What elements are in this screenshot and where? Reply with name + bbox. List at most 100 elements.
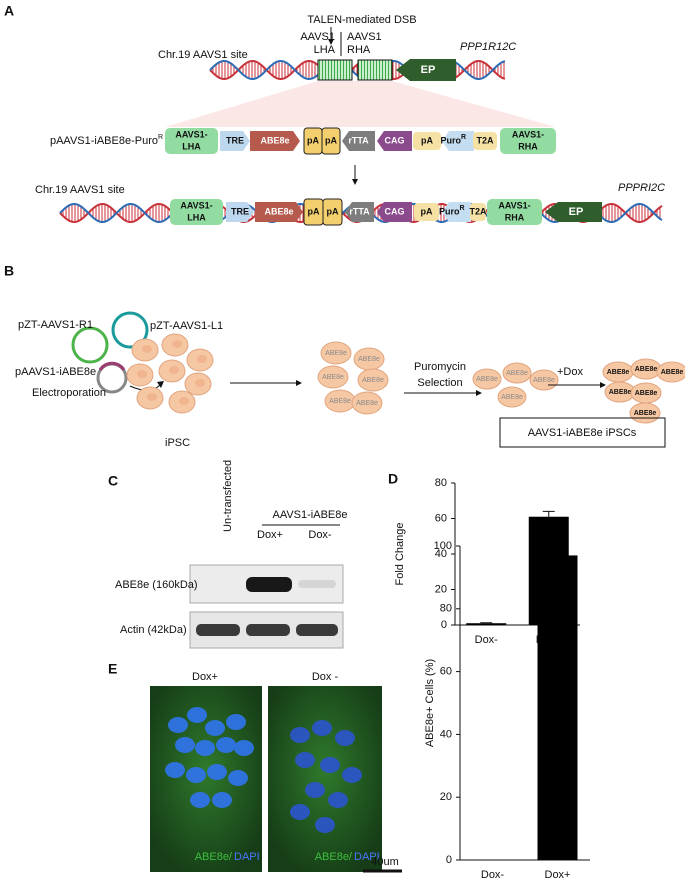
element-label: AAVS1- bbox=[512, 129, 544, 139]
plasmid-label: pZT-AAVS1-R1 bbox=[18, 319, 93, 331]
band bbox=[296, 624, 338, 636]
nucleus bbox=[312, 720, 332, 736]
cell-label: ABE8e bbox=[325, 350, 347, 357]
element-label: CAG bbox=[385, 206, 405, 216]
cell-label: ABE8e bbox=[356, 400, 378, 407]
nucleus bbox=[328, 792, 348, 808]
cell-type-label: iPSC bbox=[165, 437, 190, 449]
element bbox=[342, 131, 375, 151]
element-label: pA bbox=[421, 206, 433, 216]
element-label: AAVS1- bbox=[175, 129, 207, 139]
ep-arrow bbox=[396, 59, 456, 81]
cell bbox=[497, 386, 527, 408]
condition-label: Dox+ bbox=[192, 671, 218, 683]
lha-bottom: LHA bbox=[314, 44, 336, 56]
construct-name: pAAVS1-iABE8e-Puro bbox=[50, 135, 158, 147]
element-label: RHA bbox=[518, 141, 538, 151]
stain-label: DAPI bbox=[234, 851, 260, 863]
y-tick-label: 20 bbox=[440, 791, 452, 803]
result-label: AAVS1-iABE8e iPSCs bbox=[528, 427, 637, 439]
nucleus bbox=[216, 737, 236, 753]
nucleus bbox=[295, 752, 315, 768]
element bbox=[414, 203, 439, 221]
if-image bbox=[268, 686, 382, 872]
cell-label: ABE8e bbox=[476, 376, 498, 383]
element-label: Puro bbox=[439, 206, 460, 216]
stain-label: ABE8e/ bbox=[195, 851, 233, 863]
step-arrow-head bbox=[352, 179, 358, 185]
nucleus bbox=[342, 767, 362, 783]
y-tick-label: 40 bbox=[440, 728, 452, 740]
nucleus bbox=[290, 804, 310, 820]
nucleus bbox=[137, 370, 147, 378]
y-axis-label: ABE8e+ Cells (%) bbox=[424, 659, 436, 747]
panel-letter: C bbox=[108, 473, 118, 489]
step-label: +Dox bbox=[557, 366, 583, 378]
cell bbox=[357, 368, 389, 392]
cell-label: ABE8e bbox=[506, 370, 528, 377]
element-label: AAVS1- bbox=[498, 200, 530, 210]
element-label: pA bbox=[327, 206, 339, 216]
rha-bottom: RHA bbox=[347, 44, 371, 56]
element-label: T2A bbox=[469, 206, 487, 216]
lane-label: Un-transfected bbox=[222, 460, 234, 532]
polya bbox=[322, 198, 343, 226]
element bbox=[442, 202, 471, 222]
nucleus bbox=[335, 730, 355, 746]
nucleus bbox=[187, 707, 207, 723]
arrow-head bbox=[600, 382, 606, 388]
cell-label: ABE8e bbox=[329, 398, 351, 405]
element-sup: R bbox=[461, 134, 466, 141]
plasmid bbox=[71, 326, 109, 364]
method-label: Electroporation bbox=[32, 387, 106, 399]
y-tick-label: 100 bbox=[434, 540, 452, 552]
ep-label: EP bbox=[421, 64, 436, 76]
panel-letter: A bbox=[4, 3, 14, 19]
cell-label: ABE8e bbox=[661, 369, 684, 376]
cell-label: ABE8e bbox=[634, 410, 657, 417]
cell-label: ABE8e bbox=[635, 366, 658, 373]
nucleus bbox=[234, 740, 254, 756]
y-tick-label: 60 bbox=[435, 512, 447, 524]
cell bbox=[351, 391, 383, 415]
cell-label: ABE8e bbox=[607, 369, 630, 376]
nucleus bbox=[195, 379, 205, 387]
nucleus bbox=[320, 757, 340, 773]
element bbox=[442, 131, 474, 151]
nucleus bbox=[169, 366, 179, 374]
cell bbox=[656, 361, 685, 383]
nucleus bbox=[212, 792, 232, 808]
element bbox=[220, 131, 250, 151]
element bbox=[345, 202, 374, 222]
site-label: Chr.19 AAVS1 site bbox=[158, 49, 248, 61]
element bbox=[226, 202, 254, 222]
lane-label: Dox- bbox=[308, 529, 332, 541]
homology-arm bbox=[165, 128, 218, 154]
blot-label: ABE8e (160kDa) bbox=[115, 579, 198, 591]
band bbox=[298, 580, 336, 588]
nucleus bbox=[190, 792, 210, 808]
y-tick-label: 0 bbox=[446, 854, 452, 866]
lane-label: Dox+ bbox=[257, 529, 283, 541]
cell bbox=[472, 368, 502, 390]
band bbox=[196, 624, 240, 636]
nucleus bbox=[197, 355, 207, 363]
panel-letter: B bbox=[4, 263, 14, 279]
element-sup: R bbox=[460, 205, 465, 212]
nucleus bbox=[172, 340, 182, 348]
y-tick-label: 20 bbox=[435, 583, 447, 595]
cell-label: ABE8e bbox=[358, 356, 380, 363]
plasmid-label: pAAVS1-iABE8e bbox=[15, 366, 96, 378]
cell bbox=[317, 365, 349, 389]
projection bbox=[165, 81, 556, 127]
element bbox=[250, 131, 300, 151]
bar bbox=[466, 623, 507, 625]
band bbox=[246, 577, 292, 592]
gene-label: PPPRI2C bbox=[618, 182, 665, 194]
rha-site bbox=[357, 59, 393, 81]
y-tick-label: 40 bbox=[435, 548, 447, 560]
element-label: rTTA bbox=[348, 135, 369, 145]
nucleus bbox=[205, 720, 225, 736]
nucleus bbox=[226, 714, 246, 730]
